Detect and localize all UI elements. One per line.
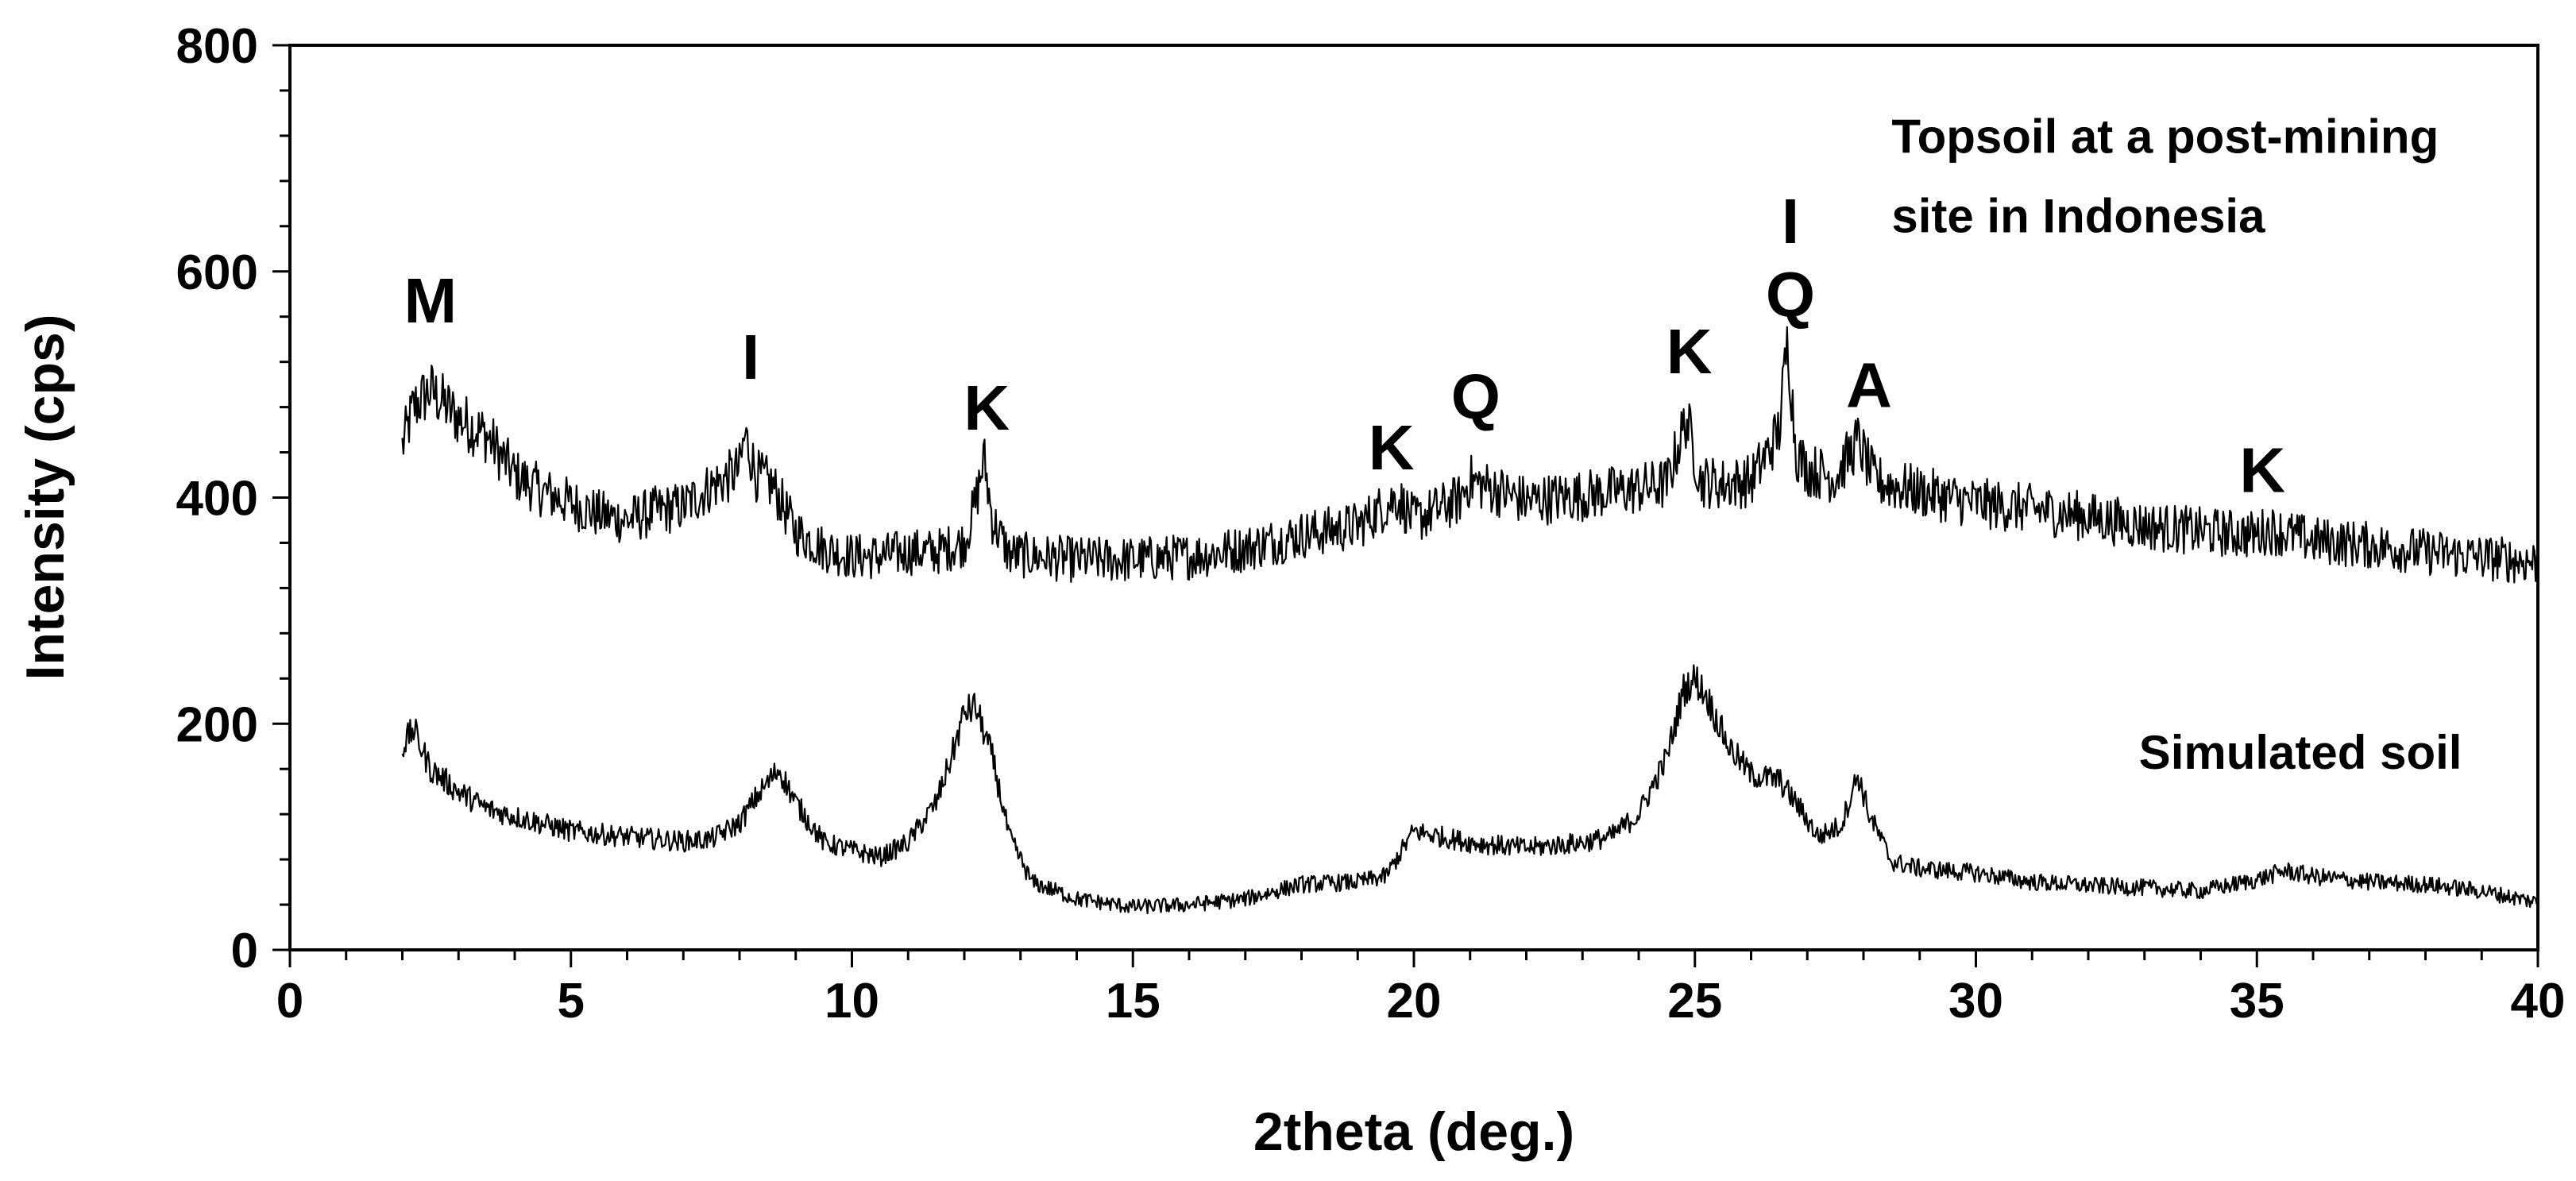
- x-tick-label: 20: [1387, 974, 1442, 1029]
- peak-label: I: [1782, 186, 1799, 257]
- peak-label: K: [1369, 412, 1415, 483]
- peak-label: K: [2239, 434, 2285, 505]
- peak-label: M: [404, 265, 458, 336]
- peak-label: A: [1846, 350, 1892, 421]
- peak-label: K: [964, 372, 1010, 443]
- x-tick-label: 30: [1948, 974, 2003, 1029]
- x-tick-label: 25: [1667, 974, 1722, 1029]
- y-axis-ticks: 0 200 400 600 800: [176, 19, 290, 978]
- peak-label: K: [1666, 316, 1713, 387]
- y-axis-title: Intensity (cps): [15, 315, 75, 681]
- x-tick-label: 40: [2511, 974, 2566, 1029]
- x-tick-label: 35: [2230, 974, 2284, 1029]
- y-tick-label: 200: [176, 697, 258, 752]
- series-label: Topsoil at a post-mining: [1891, 110, 2439, 163]
- y-tick-label: 0: [231, 924, 258, 978]
- x-tick-label: 10: [825, 974, 879, 1029]
- peak-label: I: [742, 322, 759, 392]
- series-labels: Topsoil at a post-mining site in Indonesi…: [1891, 110, 2462, 779]
- series-label: site in Indonesia: [1891, 189, 2265, 242]
- series-line: [403, 666, 2539, 914]
- peak-label: Q: [1766, 260, 1815, 330]
- series-label: Simulated soil: [2139, 726, 2462, 779]
- x-tick-label: 0: [276, 974, 303, 1029]
- y-tick-label: 600: [176, 245, 258, 300]
- x-axis-title: 2theta (deg.): [1253, 1102, 1574, 1162]
- peak-label: Q: [1451, 361, 1500, 432]
- y-tick-label: 400: [176, 472, 258, 527]
- series-1: [402, 666, 2538, 914]
- x-axis-ticks: 0 5 10 15 20 25 30 35 40: [276, 950, 2566, 1029]
- y-tick-label: 800: [176, 19, 258, 74]
- x-tick-label: 15: [1106, 974, 1161, 1029]
- x-tick-label: 5: [558, 974, 585, 1029]
